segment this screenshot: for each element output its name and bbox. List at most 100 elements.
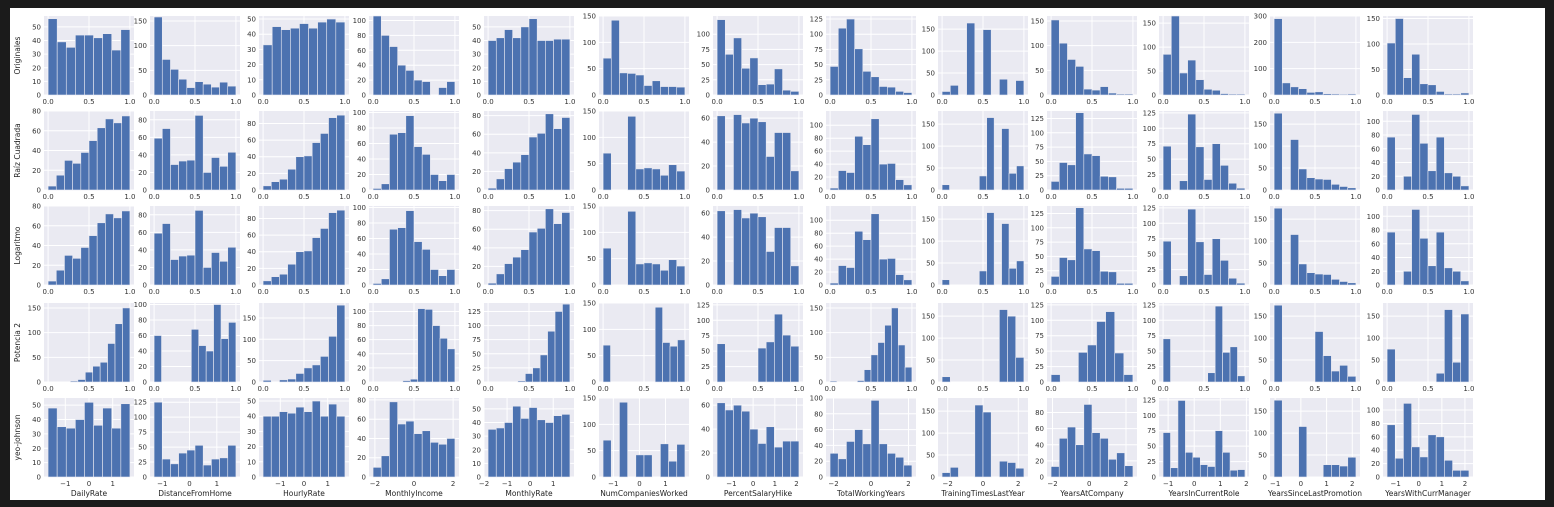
histogram-bar <box>328 336 338 383</box>
panel-potencia-2-yearssincelastpromotion: 0 50 100 150 0.0 0.5 1.0 <box>1254 303 1361 393</box>
panel-logaritmo-hourlyrate: 0 20 40 60 80 0.0 0.5 1.0 <box>247 206 350 296</box>
y-tick-label: 0 <box>592 282 596 290</box>
panel-raiz-cuadrada-hourlyrate: 0 20 40 60 80 0.0 0.5 1.0 <box>247 111 350 201</box>
x-tick-label: 0.5 <box>1086 288 1097 296</box>
histogram-bar <box>320 356 329 383</box>
y-tick-label: 0 <box>1376 474 1380 482</box>
y-tick-label: 40 <box>472 419 481 427</box>
x-tick-label: 1.0 <box>906 385 917 393</box>
y-tick-label: 50 <box>587 352 596 360</box>
histogram-bar <box>1386 42 1396 96</box>
y-tick-label: 100 <box>583 39 596 47</box>
histogram-bar <box>1195 241 1205 286</box>
histogram-bar <box>619 72 628 96</box>
y-tick-label: 20 <box>32 167 41 175</box>
histogram-bar <box>903 92 913 96</box>
histogram-bar <box>320 228 329 286</box>
y-tick-label: 100 <box>922 335 935 343</box>
panel-potencia-2-monthlyrate: 0 25 50 75 100 125 0.0 0.5 1.0 <box>468 303 575 393</box>
y-tick-label: 10 <box>32 78 41 86</box>
histogram-bar <box>1306 177 1316 191</box>
y-tick-label: 0 <box>143 92 147 100</box>
histogram-bar <box>219 261 229 286</box>
y-tick-label: 0 <box>143 474 147 482</box>
y-tick-label: 75 <box>472 336 481 344</box>
y-tick-label: 75 <box>1147 235 1156 243</box>
histogram-bar <box>669 345 678 383</box>
y-tick-label: 150 <box>1254 408 1267 416</box>
histogram-bar <box>1452 361 1462 383</box>
y-tick-label: 25 <box>814 76 823 84</box>
histogram-bar <box>111 49 122 96</box>
row-label-originales: Originales <box>13 36 22 74</box>
histogram-bar <box>202 464 212 478</box>
x-tick-label: 0.5 <box>408 385 419 393</box>
x-tick-label: 0.0 <box>1046 98 1057 106</box>
x-tick-label: 1.0 <box>124 288 135 296</box>
y-tick-label: 100 <box>697 31 710 39</box>
histogram-bar <box>643 454 653 478</box>
y-tick-label: 20 <box>814 269 823 277</box>
histogram-bar <box>113 122 123 191</box>
histogram-bar <box>1386 231 1396 286</box>
y-tick-label: 50 <box>926 452 935 460</box>
histogram-bar <box>1347 456 1357 478</box>
histogram-bar <box>438 180 448 191</box>
y-tick-label: 30 <box>32 430 41 438</box>
y-tick-label: 80 <box>1035 409 1044 417</box>
histogram-bar <box>439 337 448 383</box>
y-tick-label: 50 <box>1371 66 1380 74</box>
histogram-bar <box>782 334 792 383</box>
histogram-bar <box>211 252 220 286</box>
y-tick-label: 0 <box>819 282 823 290</box>
x-tick-label: 0 <box>412 480 416 488</box>
histogram-bar <box>397 423 407 478</box>
histogram-bar <box>1050 466 1060 478</box>
histogram-bar <box>1220 93 1229 96</box>
histogram-bar <box>941 184 950 191</box>
histogram-bar <box>1222 452 1231 478</box>
y-tick-label: 80 <box>472 112 481 120</box>
histogram-bar <box>790 91 800 96</box>
column-label-percentsalaryhike: PercentSalaryHike <box>724 489 793 498</box>
histogram-bar <box>438 87 448 96</box>
x-tick-label: −1 <box>726 480 736 488</box>
y-tick-label: 100 <box>1143 317 1156 325</box>
histogram-bar <box>941 472 951 478</box>
x-tick-label: 0.5 <box>977 98 988 106</box>
histogram-bar <box>1403 77 1412 96</box>
histogram-bar <box>107 343 116 383</box>
histogram-bar <box>941 91 951 96</box>
histogram-bar <box>966 22 976 96</box>
histogram-bar <box>643 262 653 286</box>
histogram-bar <box>287 263 297 286</box>
histogram-bar <box>1411 209 1421 286</box>
histogram-bar <box>270 181 280 191</box>
y-tick-label: 0 <box>477 282 481 290</box>
histogram-bar <box>328 212 338 286</box>
histogram-bar <box>999 309 1008 383</box>
histogram-bar <box>716 19 726 96</box>
histogram-bar <box>1124 465 1134 478</box>
histogram-bar <box>56 426 67 478</box>
histogram-bar <box>1162 432 1171 478</box>
y-tick-label: 50 <box>1258 357 1267 365</box>
y-tick-label: 40 <box>1371 254 1380 262</box>
y-tick-label: 100 <box>353 308 366 316</box>
x-tick-label: 0.0 <box>598 193 609 201</box>
y-tick-label: 150 <box>583 13 596 21</box>
histogram-bar <box>47 18 58 96</box>
y-tick-label: 0 <box>819 474 823 482</box>
y-tick-label: 0 <box>143 282 147 290</box>
histogram-bar <box>1347 93 1357 96</box>
histogram-bar <box>1444 267 1453 286</box>
histogram-bar <box>487 282 497 286</box>
y-tick-label: 100 <box>583 421 596 429</box>
histogram-bar <box>380 278 390 286</box>
histogram-bar <box>1099 86 1109 96</box>
histogram-bar <box>520 249 530 286</box>
histogram-bar <box>389 46 398 96</box>
histogram-bar <box>862 70 872 96</box>
panel-potencia-2-percentsalaryhike: 0 25 50 75 100 125 0.0 0.5 1.0 <box>697 301 805 393</box>
